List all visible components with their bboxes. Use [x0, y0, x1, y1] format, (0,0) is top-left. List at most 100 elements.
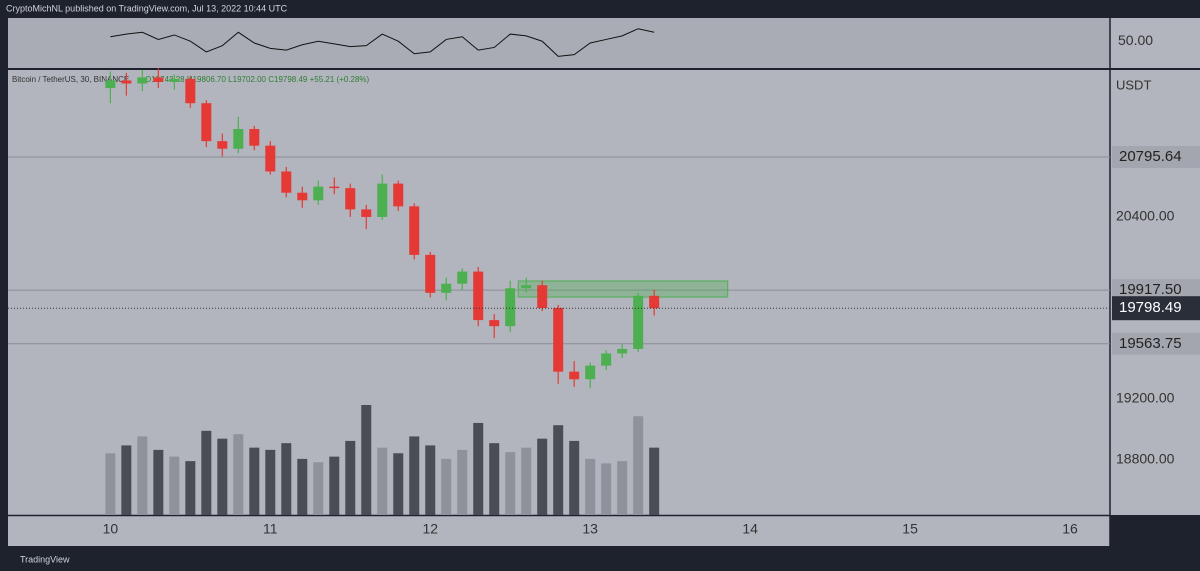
volume-bar [505, 452, 516, 515]
candle-body [585, 365, 596, 380]
volume-bar [409, 436, 420, 515]
volume-bar [185, 461, 196, 515]
candle-body [473, 271, 484, 321]
rsi-line [110, 28, 655, 57]
candle-body [345, 188, 356, 210]
volume-bar [297, 458, 308, 515]
volume-bar [313, 462, 324, 515]
symbol: Bitcoin / TetherUS, 30, BINANCE [12, 75, 129, 84]
volume-bar [441, 458, 452, 515]
volume-bar [105, 453, 116, 515]
volume-bar [137, 436, 148, 515]
x-tick-label: 10 [103, 521, 119, 537]
volume-bar [425, 445, 436, 515]
volume-bar [569, 440, 580, 515]
volume-bar [633, 416, 644, 515]
last-price-box [1112, 296, 1200, 321]
candle-body [137, 77, 148, 84]
candle-body [249, 128, 260, 146]
volume-bar [169, 456, 180, 515]
volume-bar [585, 458, 596, 515]
level-label: 19563.75 [1119, 335, 1182, 352]
candle-body [217, 141, 228, 149]
volume-bar [553, 425, 564, 515]
level-label-box [1112, 279, 1200, 302]
y-tick-label: 18800.00 [1116, 450, 1175, 466]
candle-body [153, 77, 164, 82]
last-price-label: 19798.49 [1119, 299, 1182, 316]
volume-bar [489, 443, 500, 515]
candle-body [521, 285, 532, 289]
brand: TradingView [20, 554, 70, 564]
y-tick-label: 19200.00 [1116, 390, 1175, 406]
candle-body [425, 254, 436, 293]
volume-bar [617, 461, 628, 515]
volume-bar [361, 405, 372, 515]
volume-bar [217, 438, 228, 515]
volume-bar [265, 449, 276, 515]
candle-body [457, 271, 468, 284]
candle-body [569, 371, 580, 380]
x-tick-label: 15 [902, 521, 918, 537]
zone [517, 280, 729, 298]
candle-body [489, 320, 500, 327]
volume-bar [233, 434, 244, 515]
candle-body [265, 145, 276, 172]
volume-bar [393, 453, 404, 515]
volume-bar [121, 445, 132, 515]
candle-body [169, 78, 180, 82]
rsi-pane [8, 18, 1110, 68]
candle-body [537, 285, 548, 308]
candle-body [553, 307, 564, 372]
level-label: 19917.50 [1119, 281, 1182, 298]
candle-body [233, 128, 244, 149]
volume-bar [281, 443, 292, 515]
rsi-tick-label: 50.00 [1118, 32, 1153, 48]
candle-body [617, 348, 628, 354]
time-axis [8, 516, 1110, 546]
volume-bar [601, 463, 612, 515]
candle-body [281, 171, 292, 193]
volume-bar [249, 447, 260, 515]
volume-bar [473, 422, 484, 515]
candle-body [649, 295, 660, 309]
candle-body [297, 192, 308, 201]
candle-body [329, 186, 340, 189]
candle-body [105, 80, 116, 89]
header: CryptoMichNL published on TradingView.co… [6, 3, 288, 13]
volume-bar [521, 447, 532, 515]
x-tick-label: 14 [742, 521, 758, 537]
x-tick-label: 13 [582, 521, 598, 537]
candle-body [393, 183, 404, 207]
candle-body [121, 80, 132, 84]
candle-body [505, 288, 516, 327]
volume-bar [457, 449, 468, 515]
price-axis [1110, 18, 1200, 515]
x-tick-label: 16 [1062, 521, 1078, 537]
x-tick-label: 12 [422, 521, 438, 537]
volume-bar [649, 447, 660, 515]
candle-body [313, 186, 324, 201]
y-tick-label: 20400.00 [1116, 208, 1175, 224]
currency: USDT [1116, 77, 1151, 92]
candle-body [185, 78, 196, 104]
volume-bar [345, 440, 356, 515]
candle-body [601, 353, 612, 366]
volume-bar [537, 438, 548, 515]
candle-body [633, 295, 644, 349]
x-tick-label: 11 [263, 521, 278, 537]
level-label: 20795.64 [1119, 148, 1182, 165]
level-label-box [1112, 145, 1200, 168]
candle-body [409, 206, 420, 255]
candle-body [441, 283, 452, 293]
candle-body [377, 183, 388, 217]
ohlc: O19743.28 H19806.70 L19702.00 C19798.49 … [145, 75, 370, 84]
volume-bar [201, 430, 212, 515]
volume-bar [377, 447, 388, 515]
level-label-box [1112, 332, 1200, 355]
volume-bar [329, 456, 340, 515]
candle-body [361, 209, 372, 217]
candle-body [201, 103, 212, 142]
volume-bar [153, 449, 164, 515]
